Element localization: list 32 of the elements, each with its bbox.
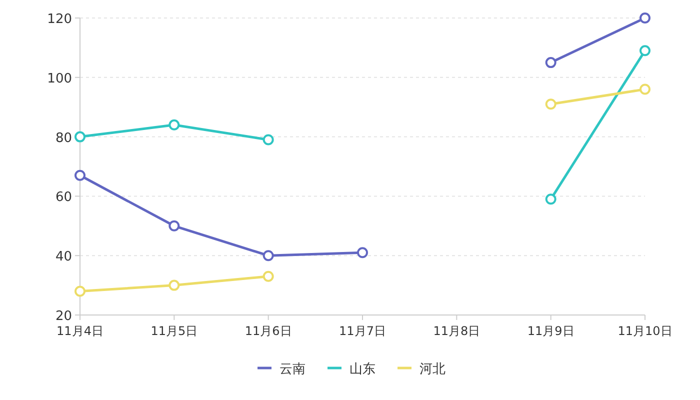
point <box>545 98 556 110</box>
point <box>168 119 180 130</box>
x-tick-label: 11月10日 <box>618 324 672 338</box>
point <box>74 131 86 142</box>
y-tick-label: 100 <box>47 71 72 86</box>
y-tick-label: 40 <box>55 250 72 265</box>
legend-label: 山东 <box>350 362 376 377</box>
legend-label: 云南 <box>280 362 306 377</box>
x-tick-label: 11月6日 <box>244 324 292 338</box>
point <box>545 194 556 205</box>
y-tick-label: 60 <box>55 190 72 206</box>
x-tick-label: 11月4日 <box>56 324 104 338</box>
y-tick-label: 120 <box>47 12 72 27</box>
x-tick-label: 11月8日 <box>433 324 480 338</box>
x-tick-label: 11月5日 <box>150 324 198 338</box>
point <box>74 170 86 181</box>
x-tick-label: 11月7日 <box>339 324 386 338</box>
legend-label: 河北 <box>420 362 446 377</box>
point <box>640 84 650 95</box>
point <box>262 270 274 282</box>
y-tick-label: 20 <box>55 309 72 324</box>
point <box>262 250 274 262</box>
point <box>357 247 368 258</box>
point <box>640 45 650 56</box>
point <box>168 220 180 232</box>
point <box>168 280 180 291</box>
y-tick-label: 80 <box>55 130 72 146</box>
x-tick-label: 11月9日 <box>527 324 574 338</box>
point <box>74 286 86 297</box>
point <box>262 134 274 146</box>
point <box>640 12 650 24</box>
point <box>545 57 556 68</box>
